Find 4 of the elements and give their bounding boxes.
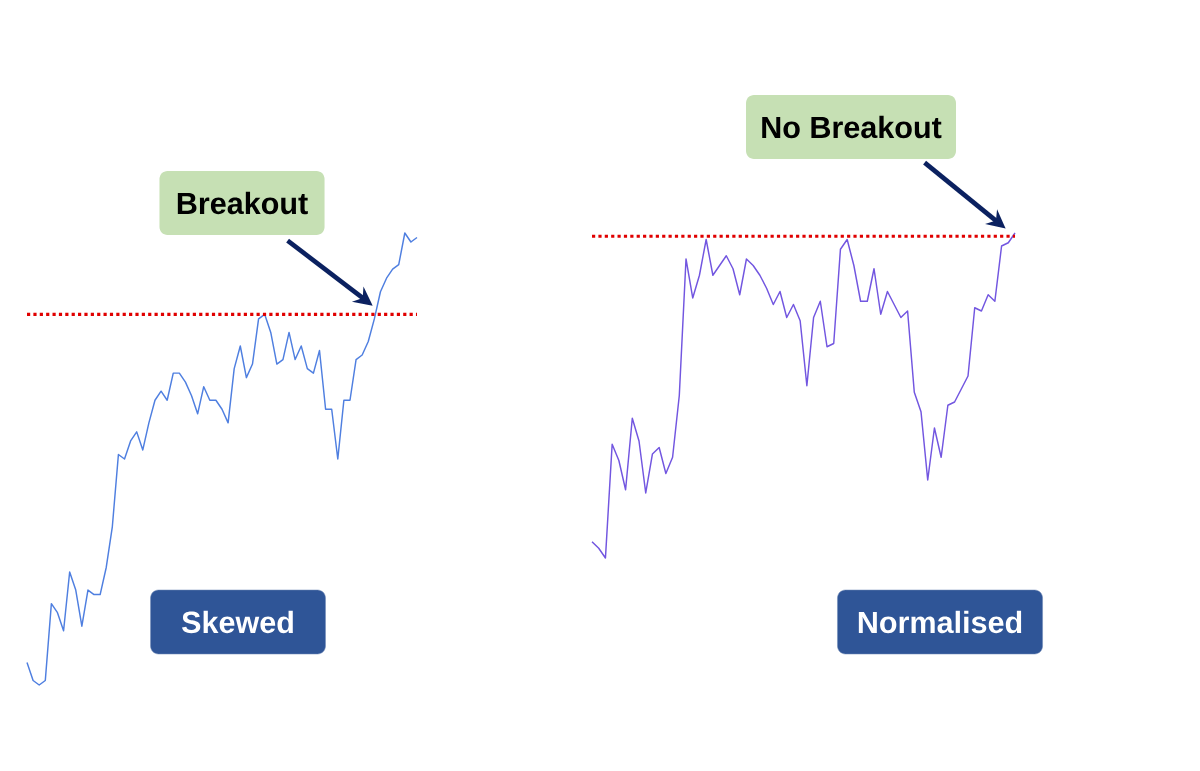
text: Breakout: [177, 191, 308, 215]
text: Skewed: [181, 610, 293, 634]
text: Normalised: [858, 610, 1022, 634]
text: No Breakout: [762, 115, 942, 139]
